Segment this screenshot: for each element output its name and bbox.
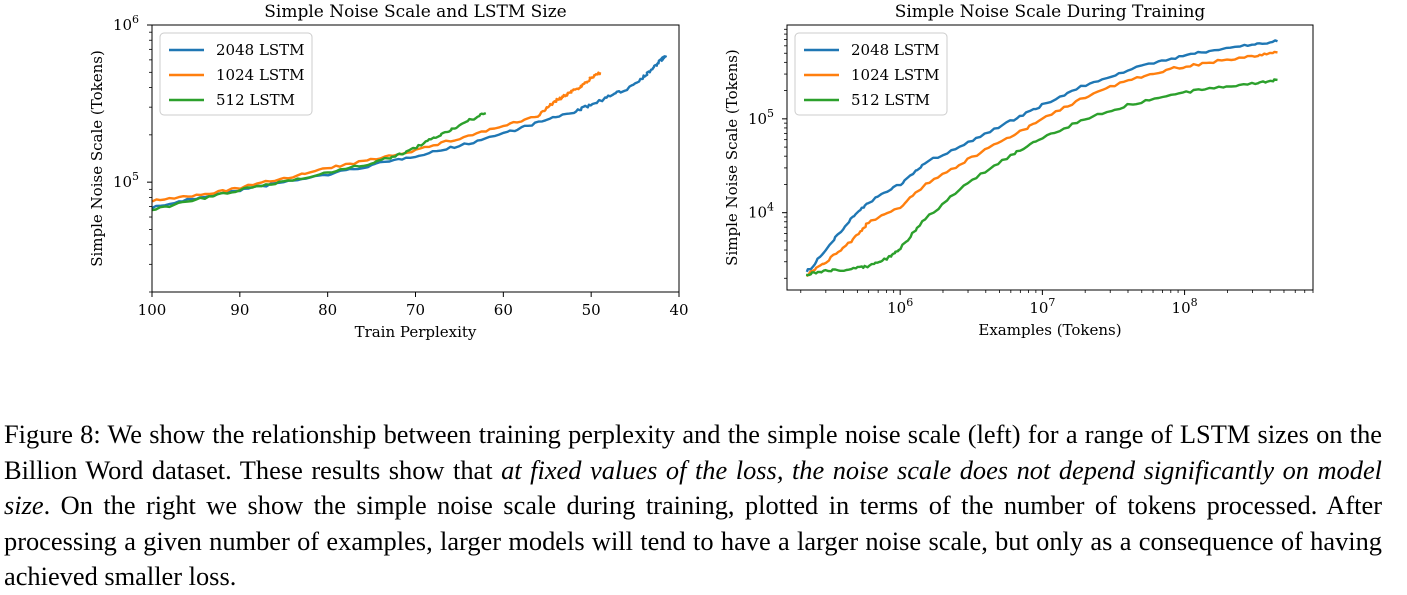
plot-frame: [786, 24, 1314, 291]
y-tick-label-base: 10: [748, 204, 767, 222]
legend-entry: 512 LSTM: [851, 91, 930, 109]
x-tick-label: 90: [230, 301, 249, 319]
series-line-512-lstm: [806, 78, 1278, 277]
x-tick-label-exponent: 6: [906, 296, 913, 309]
figure-caption: Figure 8: We show the relationship betwe…: [4, 417, 1382, 595]
y-tick-label: 105: [113, 170, 139, 191]
x-tick-label-base: 10: [1172, 299, 1191, 317]
series-group: [805, 39, 1278, 278]
y-axis-label: Simple Noise Scale (Tokens): [88, 50, 106, 267]
y-axis-label: Simple Noise Scale (Tokens): [723, 49, 741, 266]
legend-entry: 2048 LSTM: [851, 41, 940, 59]
legend-entry: 2048 LSTM: [216, 41, 305, 59]
series-line-1024-lstm: [805, 50, 1278, 278]
caption-text-1: Figure 8: We show the relationship betwe…: [4, 419, 1382, 485]
legend: 2048 LSTM 1024 LSTM 512 LSTM: [794, 32, 948, 116]
y-tick-label: 105: [748, 107, 774, 128]
y-tick-label-base: 10: [113, 173, 132, 191]
x-tick-label: 60: [494, 301, 513, 319]
caption-text-2: . On the right we show the simple noise …: [4, 490, 1382, 592]
y-tick-label-exponent: 4: [767, 201, 774, 214]
series-line-2048-lstm: [805, 39, 1278, 273]
y-tick-label: 104: [748, 201, 774, 222]
series-line-512-lstm: [152, 111, 487, 212]
x-tick-label-exponent: 8: [1191, 296, 1198, 309]
x-tick-label: 107: [1029, 296, 1055, 317]
x-axis-label: Train Perplexity: [355, 323, 477, 341]
x-tick-label: 80: [318, 301, 337, 319]
y-tick-label-exponent: 5: [767, 107, 774, 120]
legend-box: [159, 32, 313, 116]
x-tick-label: 100: [138, 301, 167, 319]
chart-title: Simple Noise Scale During Training: [895, 2, 1206, 22]
x-tick-label: 108: [1172, 296, 1198, 317]
series-group: [152, 55, 667, 212]
chart-title: Simple Noise Scale and LSTM Size: [264, 2, 566, 22]
x-tick-label-exponent: 7: [1048, 296, 1055, 309]
x-tick-label: 70: [406, 301, 425, 319]
legend-entry: 512 LSTM: [216, 91, 295, 109]
x-tick-label-base: 10: [887, 299, 906, 317]
x-tick-label-base: 10: [1029, 299, 1048, 317]
legend-entry: 1024 LSTM: [851, 66, 940, 84]
y-tick-label-exponent: 6: [132, 13, 139, 26]
x-tick-label: 50: [582, 301, 601, 319]
x-axis-label: Examples (Tokens): [978, 321, 1121, 339]
y-tick-label-exponent: 5: [132, 170, 139, 183]
legend: 2048 LSTM 1024 LSTM 512 LSTM: [159, 32, 313, 116]
x-tick-label: 106: [887, 296, 913, 317]
caption-emphasis: at fixed values of the loss, the noise s…: [4, 454, 1382, 521]
y-tick-label-base: 10: [113, 16, 132, 34]
y-tick-label-base: 10: [748, 110, 767, 128]
x-tick-label: 40: [669, 301, 688, 319]
legend-box: [794, 32, 948, 116]
series-line-1024-lstm: [152, 71, 602, 203]
y-tick-label: 106: [113, 13, 139, 34]
legend-entry: 1024 LSTM: [216, 66, 305, 84]
